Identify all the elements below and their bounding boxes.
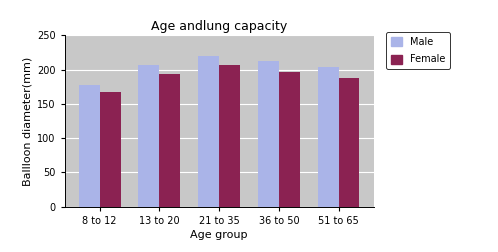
Y-axis label: Ballloon diameter(mm): Ballloon diameter(mm) <box>23 56 33 185</box>
X-axis label: Age group: Age group <box>190 230 248 240</box>
Bar <box>198 56 219 207</box>
Bar <box>159 74 180 207</box>
Title: Age andlung capacity: Age andlung capacity <box>151 20 287 33</box>
Bar <box>138 65 159 207</box>
Legend: Male, Female: Male, Female <box>386 32 450 69</box>
Bar <box>100 92 121 207</box>
Bar <box>279 72 300 207</box>
Bar <box>258 61 279 207</box>
Bar <box>339 78 360 207</box>
Bar <box>219 65 240 207</box>
Bar <box>79 85 100 207</box>
Bar <box>318 68 339 207</box>
